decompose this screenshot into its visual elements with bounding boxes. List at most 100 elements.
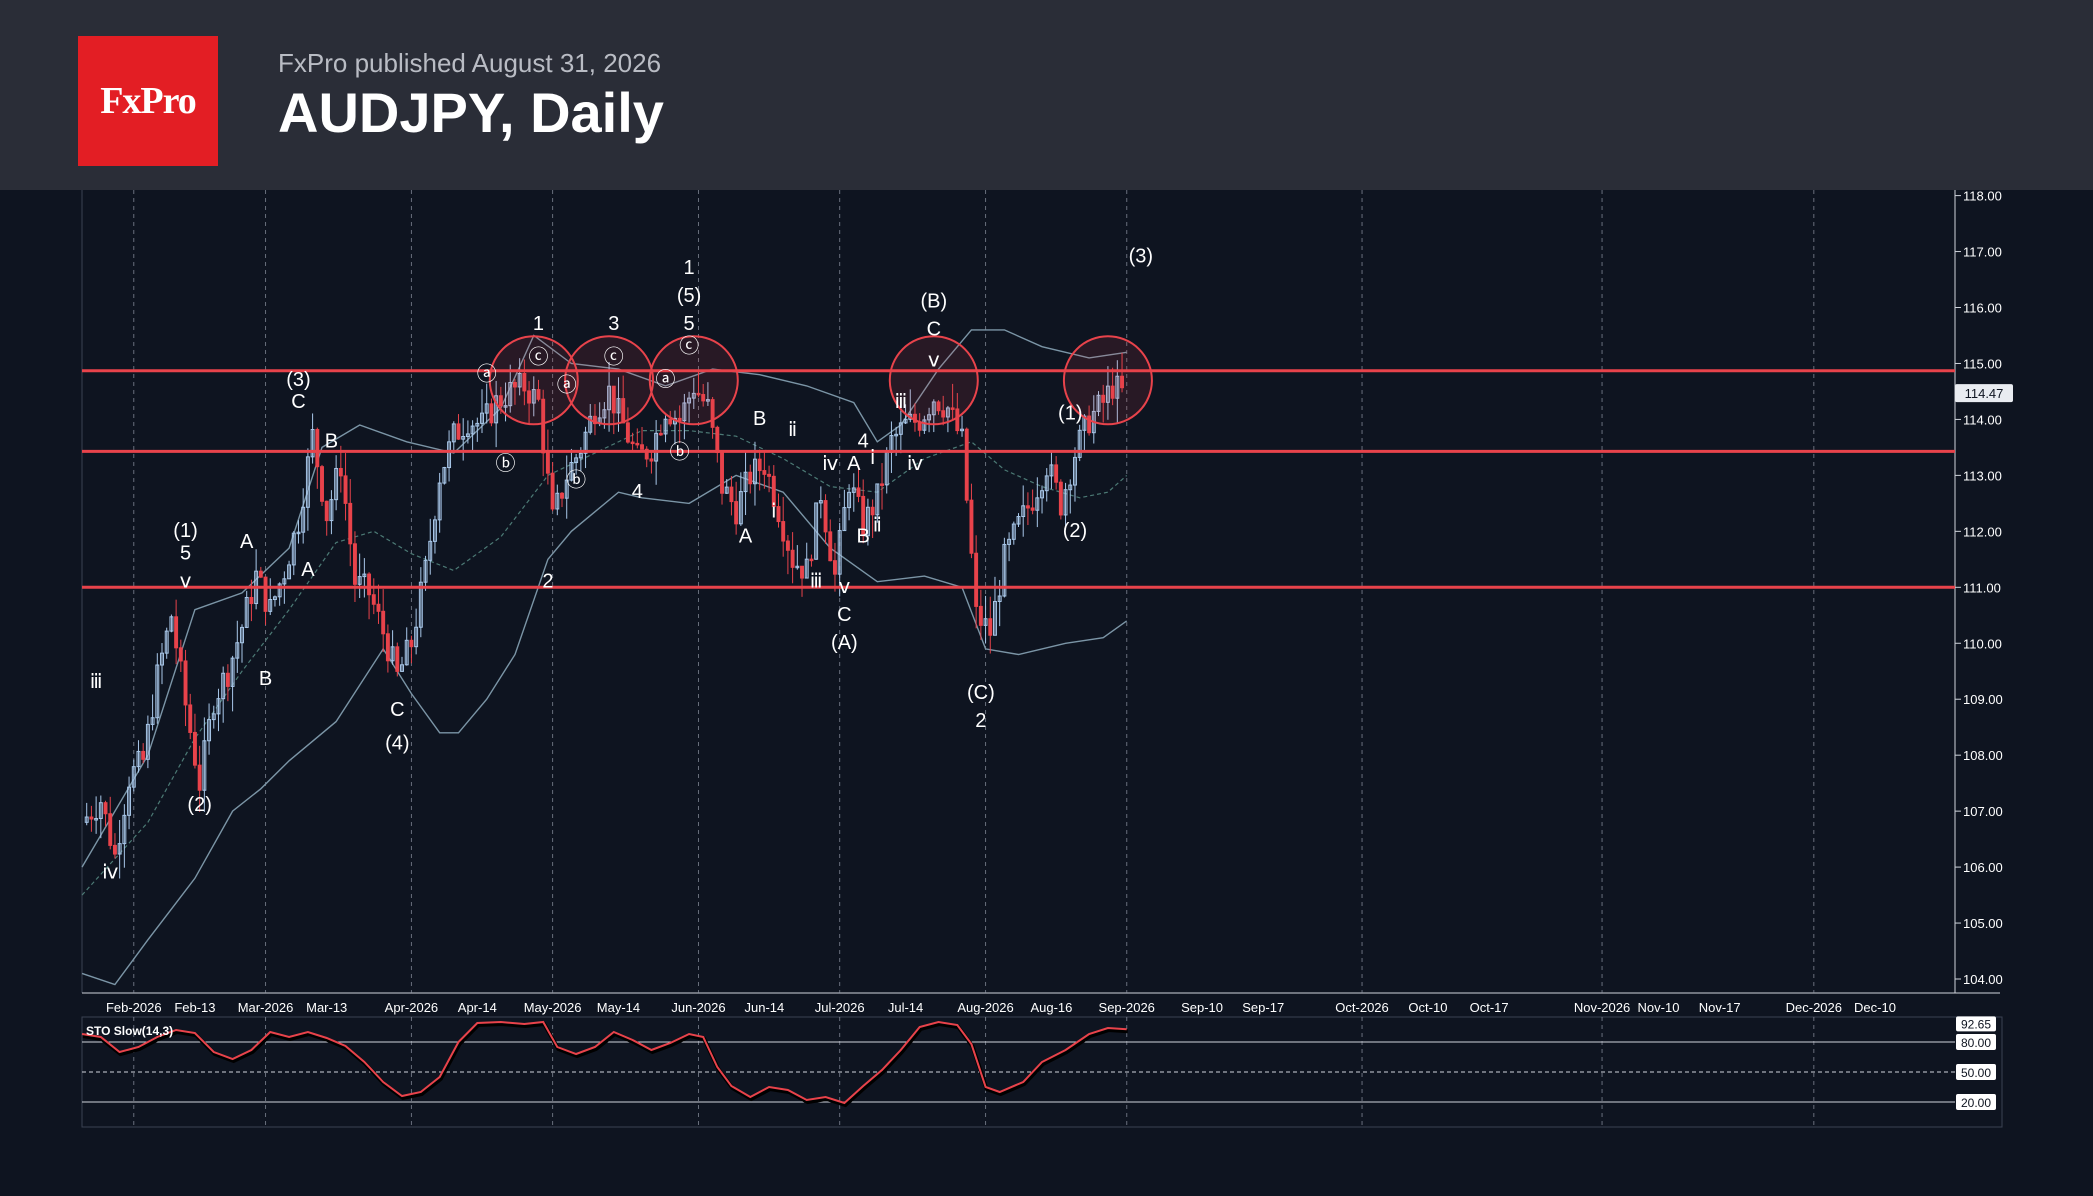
wave-label: ⅱ <box>788 419 797 441</box>
candle-down <box>263 576 268 612</box>
candle-up <box>362 573 367 578</box>
wave-label: 5 <box>684 313 695 335</box>
wave-label: (5) <box>677 285 701 307</box>
candle-down <box>640 444 644 450</box>
candle-down <box>249 596 254 605</box>
candle-up <box>1040 490 1044 499</box>
candle-up <box>898 422 903 435</box>
candle-down <box>701 394 706 402</box>
stochastic-title: STO Slow(14,3) <box>86 1024 173 1038</box>
wave-label: A <box>240 531 254 553</box>
candle-up <box>555 492 560 510</box>
y-tick-label: 108.00 <box>1963 748 2003 763</box>
candle-up <box>461 435 466 440</box>
y-tick-label: 118.00 <box>1963 190 2002 204</box>
candle-up <box>480 412 484 424</box>
candle-up <box>127 786 132 816</box>
candle-up <box>1082 415 1087 431</box>
candle-up <box>607 385 612 411</box>
candle-down <box>809 558 814 562</box>
candle-up <box>207 719 212 742</box>
candle-down <box>324 500 329 522</box>
y-tick-label: 107.00 <box>1963 804 2003 819</box>
candle-up <box>230 657 235 687</box>
candle-down <box>611 385 616 414</box>
candle-up <box>508 382 513 407</box>
candle-up <box>1073 456 1077 486</box>
highlight-circle <box>564 335 655 426</box>
stochastic-level-tag <box>1956 1034 1996 1050</box>
y-tick-label: 111.00 <box>1963 580 2001 595</box>
candle-down <box>545 452 550 474</box>
candle-down <box>969 499 974 554</box>
candle-up <box>1002 543 1007 597</box>
wave-label: ⅳ <box>907 453 923 475</box>
candle-up <box>164 630 169 654</box>
candle-down <box>456 423 461 440</box>
candle-up <box>654 432 659 462</box>
candle-down <box>395 646 400 672</box>
wave-label: ⅳ <box>102 861 118 883</box>
stochastic-level-tag <box>1956 1064 1996 1080</box>
x-tick-label: Dec-2026 <box>1786 1000 1842 1015</box>
x-tick-label: Dec-10 <box>1854 1000 1896 1015</box>
candle-down <box>978 605 983 626</box>
candle-down <box>1120 375 1124 389</box>
candle-up <box>842 507 847 532</box>
candle-down <box>880 483 884 486</box>
wave-label: 2 <box>542 570 553 592</box>
wave-label: ⅳ <box>822 453 838 475</box>
wave-label: ⅴ <box>928 349 940 371</box>
candle-down <box>550 472 555 510</box>
highlight-circle <box>1062 335 1153 426</box>
candle-down <box>112 844 117 855</box>
y-tick-label: 115.00 <box>1963 356 2002 371</box>
candle-up <box>211 713 216 721</box>
x-tick-label: Sep-17 <box>1242 1000 1284 1015</box>
wave-label: B <box>259 668 272 690</box>
candle-down <box>183 660 188 706</box>
wave-label: ⓑ <box>496 452 516 475</box>
candle-up <box>837 530 842 575</box>
bollinger-upper-band <box>81 329 1127 868</box>
candle-up <box>663 418 668 435</box>
candle-down <box>1030 507 1035 511</box>
wave-label: (1) <box>173 520 197 542</box>
candle-up <box>753 458 757 485</box>
candle-up <box>329 499 334 522</box>
fxpro-logo: FxPro <box>78 36 218 166</box>
candle-up <box>117 843 122 855</box>
wave-label: (C) <box>967 682 995 704</box>
candle-down <box>343 475 348 504</box>
candle-down <box>371 594 376 605</box>
candle-down <box>828 531 833 562</box>
candle-up <box>451 423 456 443</box>
candle-up <box>484 403 489 414</box>
candle-down <box>941 410 946 418</box>
x-tick-label: Oct-17 <box>1470 1000 1509 1015</box>
candle-down <box>108 813 113 846</box>
wave-label: ⓐ <box>477 362 497 385</box>
wave-label: 3 <box>608 313 619 335</box>
candle-down <box>258 570 263 578</box>
candle-down <box>1087 415 1092 434</box>
candle-up <box>795 565 800 569</box>
candle-up <box>616 398 621 414</box>
candle-up <box>418 581 423 628</box>
candle-up <box>1105 385 1110 403</box>
highlight-circle <box>488 335 579 426</box>
candle-up <box>814 502 819 560</box>
stochastic-signal-line <box>82 1021 1128 1108</box>
wave-label: C <box>927 318 941 340</box>
candle-up <box>244 596 249 628</box>
wave-label: 1 <box>684 257 695 279</box>
candle-down <box>856 487 861 497</box>
wave-label: ⓒ <box>528 345 548 368</box>
candle-down <box>1110 385 1115 399</box>
candle-down <box>644 448 649 460</box>
candle-down <box>729 486 734 503</box>
x-tick-label: Oct-10 <box>1408 1000 1447 1015</box>
candle-down <box>767 473 772 477</box>
x-tick-label: Apr-14 <box>458 1000 497 1015</box>
wave-label: ⅰ <box>771 500 777 522</box>
